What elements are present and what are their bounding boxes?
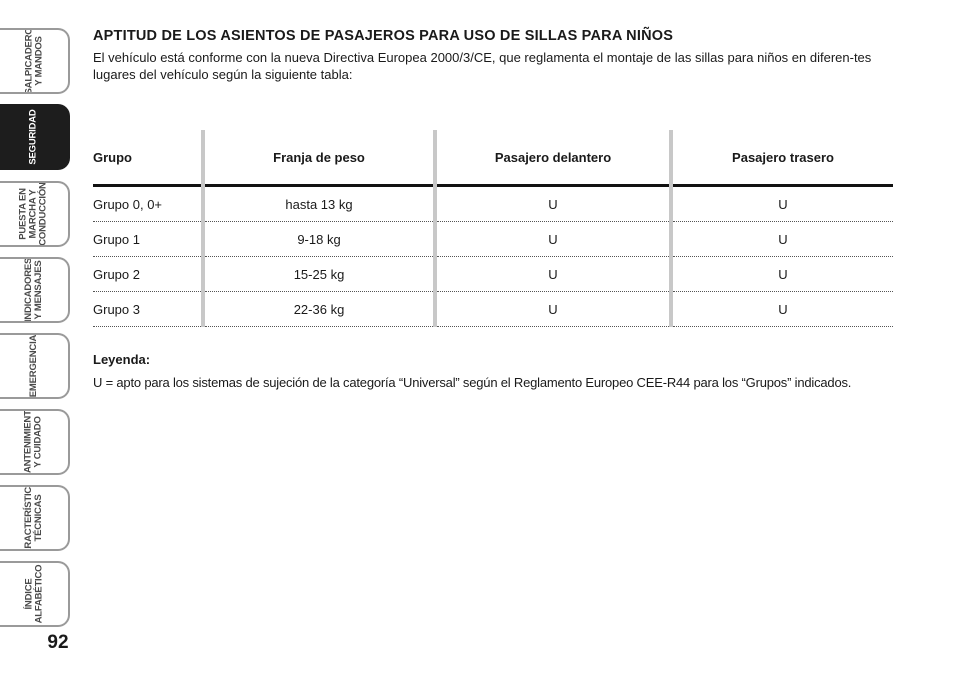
tab-seguridad[interactable]: SEGURIDAD	[0, 104, 70, 170]
cell-grupo: Grupo 2	[93, 266, 140, 282]
cell-delantero: U	[433, 185, 671, 222]
header-pasajero-delantero: Pasajero delantero	[433, 130, 671, 186]
intro-paragraph: El vehículo está conforme con la nueva D…	[93, 50, 872, 82]
cell-peso: 9-18 kg	[201, 221, 435, 257]
header-pasajero-trasero: Pasajero trasero	[669, 130, 893, 186]
table-row: Grupo 0, 0+ hasta 13 kg U U	[93, 185, 893, 222]
cell-trasero: U	[669, 185, 893, 222]
tab-label: SEGURIDAD	[28, 109, 39, 165]
child-seat-table: Grupo Franja de peso Pasajero delantero …	[93, 130, 893, 327]
tab-label: INDICADORES Y MENSAJES	[23, 257, 44, 323]
header-franja-peso: Franja de peso	[201, 130, 435, 186]
table-row: Grupo 3 22-36 kg U U	[93, 291, 893, 327]
tab-emergencia[interactable]: EMERGENCIA	[0, 333, 70, 399]
tab-puesta-en-marcha[interactable]: PUESTA EN MARCHA Y CONDUCCIÓN	[0, 181, 70, 247]
tab-label: CARACTERÍSTICAS TÉCNICAS	[23, 485, 44, 551]
tab-label: SALPICADERO Y MANDOS	[22, 28, 44, 94]
cell-grupo: Grupo 3	[93, 301, 140, 317]
cell-grupo: Grupo 0, 0+	[93, 196, 163, 212]
section: APTITUD DE LOS ASIENTOS DE PASAJEROS PAR…	[93, 28, 893, 83]
cell-peso: 22-36 kg	[201, 291, 435, 327]
table-row: Grupo 2 15-25 kg U U	[93, 256, 893, 292]
legend-text: U = apto para los sistemas de sujeción d…	[93, 375, 852, 390]
tab-caracteristicas[interactable]: CARACTERÍSTICAS TÉCNICAS	[0, 485, 70, 551]
cell-grupo: Grupo 1	[93, 231, 140, 247]
tab-mantenimiento[interactable]: MANTENIMIENTO Y CUIDADO	[0, 409, 70, 475]
legend: Leyenda: U = apto para los sistemas de s…	[93, 352, 903, 390]
tab-label: MANTENIMIENTO Y CUIDADO	[23, 409, 45, 475]
tab-indice[interactable]: ÍNDICE ALFABÉTICO	[0, 561, 70, 627]
section-title: APTITUD DE LOS ASIENTOS DE PASAJEROS PAR…	[93, 28, 674, 44]
table-header-row: Grupo Franja de peso Pasajero delantero …	[93, 130, 893, 186]
cell-peso: hasta 13 kg	[201, 185, 435, 222]
chapter-tabs: SALPICADERO Y MANDOS SEGURIDAD PUESTA EN…	[0, 0, 75, 640]
cell-peso: 15-25 kg	[201, 256, 435, 292]
legend-title: Leyenda:	[93, 352, 151, 367]
tab-salpicadero[interactable]: SALPICADERO Y MANDOS	[0, 28, 70, 94]
tab-label: ÍNDICE ALFABÉTICO	[22, 564, 44, 624]
tab-label: PUESTA EN MARCHA Y CONDUCCIÓN	[17, 182, 49, 246]
page-number: 92	[47, 632, 69, 653]
header-grupo: Grupo	[93, 149, 132, 165]
cell-delantero: U	[433, 221, 671, 257]
cell-trasero: U	[669, 291, 893, 327]
cell-delantero: U	[433, 291, 671, 327]
cell-trasero: U	[669, 221, 893, 257]
tab-label: EMERGENCIA	[28, 334, 39, 398]
table-row: Grupo 1 9-18 kg U U	[93, 221, 893, 257]
tab-indicadores[interactable]: INDICADORES Y MENSAJES	[0, 257, 70, 323]
cell-trasero: U	[669, 256, 893, 292]
cell-delantero: U	[433, 256, 671, 292]
